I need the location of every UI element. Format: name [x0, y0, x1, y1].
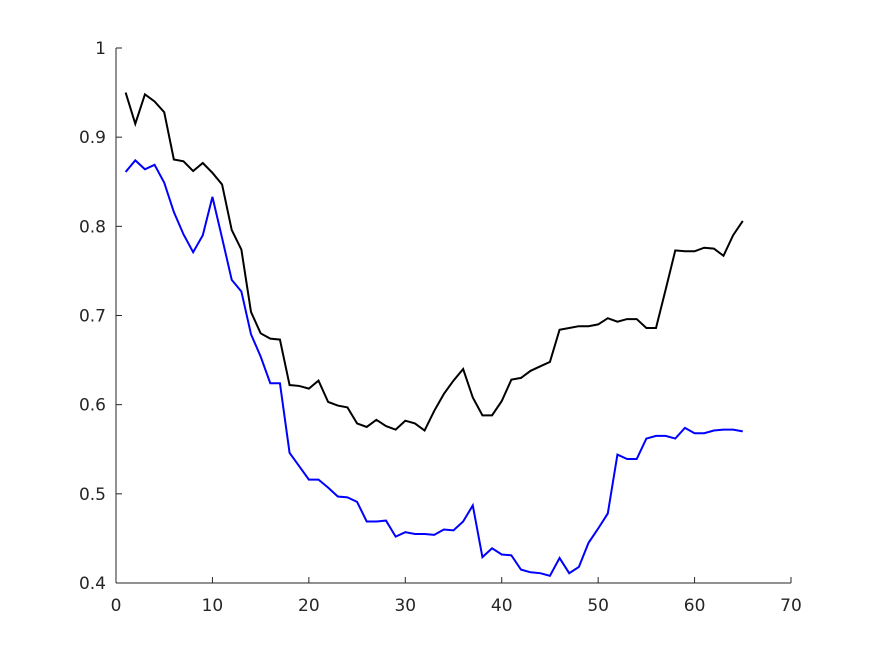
x-tick-label: 20	[298, 596, 320, 616]
axes: 0 10 20 30 40 50 60 70 0.4 0.5 0.6 0.7 0.8 0.9 1	[79, 39, 802, 616]
x-tick-label: 50	[587, 596, 609, 616]
x-tick-label: 30	[394, 596, 416, 616]
y-tick-label: 0.9	[79, 128, 106, 148]
y-tick-label: 0.7	[79, 307, 106, 327]
y-tick-label: 0.6	[79, 396, 106, 416]
series-line-1	[124, 92, 744, 433]
x-tick-label: 60	[684, 596, 706, 616]
y-tick-label: 0.4	[79, 574, 106, 594]
x-tick-label: 40	[491, 596, 513, 616]
y-tick-label: 0.8	[79, 217, 106, 237]
x-tick-label: 70	[780, 596, 802, 616]
y-tick-label: 0.5	[79, 485, 106, 505]
y-tick-label: 1	[95, 39, 106, 59]
series-lines	[124, 92, 744, 578]
x-tick-label: 10	[202, 596, 224, 616]
series-line-2	[124, 158, 743, 578]
x-tick-label: 0	[111, 596, 122, 616]
